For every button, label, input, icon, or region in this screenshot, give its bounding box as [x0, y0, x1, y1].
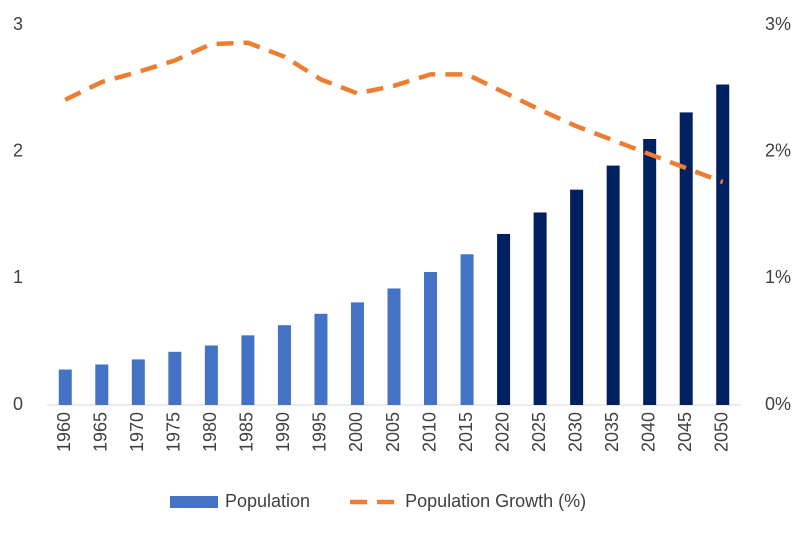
- x-tick-label: 2020: [492, 412, 512, 452]
- x-tick-label: 2015: [456, 412, 476, 452]
- bar: [350, 302, 364, 405]
- x-tick-label: 1970: [127, 412, 147, 452]
- y-tick-label: 2: [13, 140, 23, 160]
- x-tick-label: 1965: [91, 412, 111, 452]
- bar: [95, 364, 109, 405]
- x-tick-label: 2030: [565, 412, 585, 452]
- bar: [58, 369, 72, 405]
- x-tick-label: 1995: [310, 412, 330, 452]
- bar: [643, 139, 657, 405]
- bar: [168, 351, 182, 405]
- x-tick-label: 2010: [419, 412, 439, 452]
- bar: [204, 345, 218, 405]
- y-tick-label: 1: [13, 267, 23, 287]
- bar: [460, 254, 474, 405]
- bar: [314, 313, 328, 405]
- x-tick-label: 2000: [346, 412, 366, 452]
- y2-tick-label: 0%: [765, 394, 791, 414]
- y2-tick-label: 3%: [765, 14, 791, 34]
- y-tick-label: 3: [13, 14, 23, 34]
- bar: [716, 84, 730, 406]
- bar: [387, 288, 401, 405]
- bar: [277, 325, 291, 405]
- legend-label: Population Growth (%): [405, 491, 586, 511]
- x-tick-label: 2005: [383, 412, 403, 452]
- y-tick-label: 0: [13, 394, 23, 414]
- x-tick-label: 1980: [200, 412, 220, 452]
- bar: [533, 212, 547, 405]
- x-tick-label: 1985: [237, 412, 257, 452]
- x-tick-label: 1975: [164, 412, 184, 452]
- x-tick-label: 1960: [54, 412, 74, 452]
- bar: [497, 234, 511, 405]
- bar: [679, 112, 693, 406]
- x-tick-label: 2045: [675, 412, 695, 452]
- x-tick-label: 2035: [602, 412, 622, 452]
- x-tick-label: 2050: [711, 412, 731, 452]
- x-tick-label: 2040: [638, 412, 658, 452]
- bar: [131, 359, 145, 405]
- x-tick-label: 2025: [529, 412, 549, 452]
- bar: [606, 165, 620, 405]
- x-tick-label: 1990: [273, 412, 293, 452]
- legend-swatch: [170, 496, 218, 508]
- legend-label: Population: [225, 491, 310, 511]
- y2-tick-label: 1%: [765, 267, 791, 287]
- line: [64, 40, 724, 185]
- bar: [424, 272, 438, 405]
- bar: [570, 189, 584, 405]
- y2-tick-label: 2%: [765, 140, 791, 160]
- bar: [241, 335, 255, 405]
